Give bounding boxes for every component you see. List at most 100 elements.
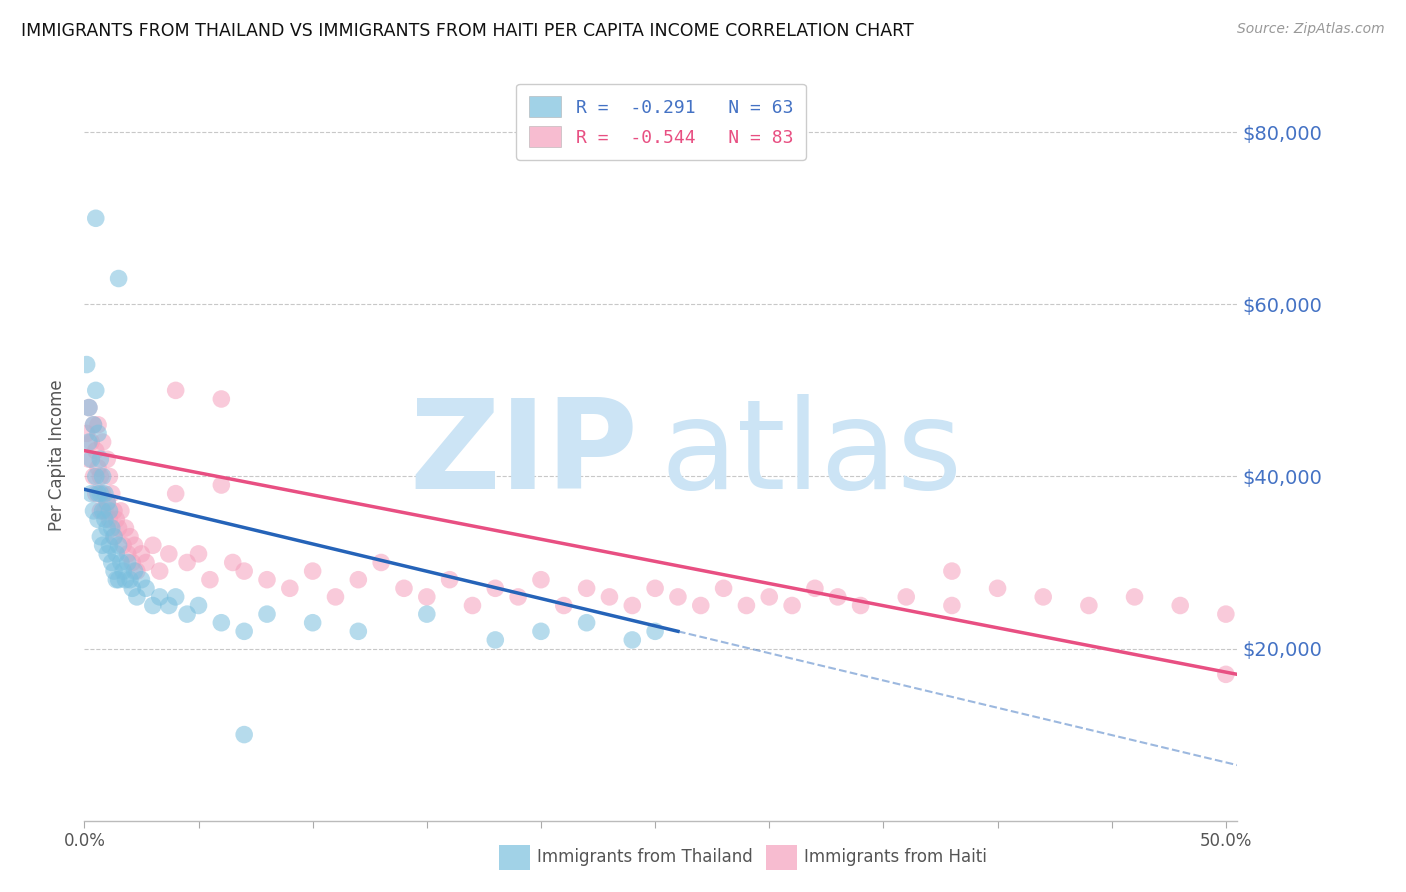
Point [112, 564, 135, 578]
Point [103, 530, 125, 544]
Point [198, 573, 221, 587]
Point [553, 599, 575, 613]
Point [103, 504, 125, 518]
Point [94, 504, 117, 518]
Point [121, 582, 143, 596]
Point [149, 564, 172, 578]
Point [84, 443, 107, 458]
Legend: R =  -0.291   N = 63, R =  -0.544   N = 83: R = -0.291 N = 63, R = -0.544 N = 83 [516, 84, 806, 160]
Point [96, 521, 118, 535]
Point [87, 486, 110, 500]
Point [89, 469, 111, 483]
Point [87, 426, 110, 441]
Point [758, 590, 780, 604]
Point [131, 547, 153, 561]
Point [621, 599, 644, 613]
Point [91, 469, 114, 483]
Point [187, 547, 209, 561]
Point [77, 452, 100, 467]
Point [941, 564, 963, 578]
Point [149, 590, 172, 604]
Point [598, 590, 620, 604]
Point [105, 512, 128, 526]
Point [713, 582, 735, 596]
Point [117, 556, 139, 570]
Point [987, 582, 1010, 596]
Point [96, 452, 118, 467]
Point [112, 538, 135, 552]
Point [107, 573, 129, 587]
Point [76, 358, 98, 372]
Point [165, 384, 187, 398]
Point [1215, 667, 1237, 681]
Point [804, 582, 827, 596]
Point [575, 615, 598, 630]
Point [110, 556, 132, 570]
Point [80, 452, 103, 467]
Point [87, 512, 110, 526]
Point [103, 530, 125, 544]
Point [114, 573, 136, 587]
Point [209, 478, 232, 492]
Point [301, 615, 323, 630]
Point [157, 599, 180, 613]
Point [105, 573, 128, 587]
Point [91, 504, 114, 518]
Point [107, 538, 129, 552]
Point [124, 564, 146, 578]
Point [1168, 599, 1191, 613]
Point [98, 538, 121, 552]
Text: Source: ZipAtlas.com: Source: ZipAtlas.com [1237, 22, 1385, 37]
Point [121, 556, 143, 570]
Point [278, 582, 301, 596]
Point [100, 556, 122, 570]
Point [87, 460, 110, 475]
Point [666, 590, 689, 604]
Point [91, 538, 114, 552]
Point [157, 547, 180, 561]
Point [87, 417, 110, 432]
Point [91, 435, 114, 450]
Point [110, 504, 132, 518]
Point [484, 632, 506, 647]
Point [896, 590, 918, 604]
Point [165, 486, 187, 500]
Point [94, 486, 117, 500]
Point [347, 624, 370, 639]
Point [84, 486, 107, 500]
Point [187, 599, 209, 613]
Point [780, 599, 803, 613]
Point [114, 521, 136, 535]
Point [461, 599, 484, 613]
Point [325, 590, 347, 604]
Point [233, 728, 256, 742]
Point [142, 599, 165, 613]
Point [76, 426, 98, 441]
Point [94, 512, 117, 526]
Point [84, 469, 107, 483]
Point [135, 582, 157, 596]
Point [89, 530, 111, 544]
Point [107, 271, 129, 285]
Point [941, 599, 963, 613]
Point [84, 211, 107, 226]
Point [484, 582, 506, 596]
Point [96, 495, 118, 509]
Point [392, 582, 415, 596]
Point [105, 547, 128, 561]
Point [256, 573, 278, 587]
Point [96, 495, 118, 509]
Point [82, 469, 104, 483]
Y-axis label: Per Capita Income: Per Capita Income [48, 379, 66, 531]
Point [370, 556, 392, 570]
Point [96, 547, 118, 561]
Point [82, 417, 104, 432]
Point [82, 417, 104, 432]
Point [125, 590, 148, 604]
Point [347, 573, 370, 587]
Point [256, 607, 278, 621]
Point [165, 590, 187, 604]
Point [1123, 590, 1146, 604]
Point [530, 573, 553, 587]
Point [98, 504, 121, 518]
